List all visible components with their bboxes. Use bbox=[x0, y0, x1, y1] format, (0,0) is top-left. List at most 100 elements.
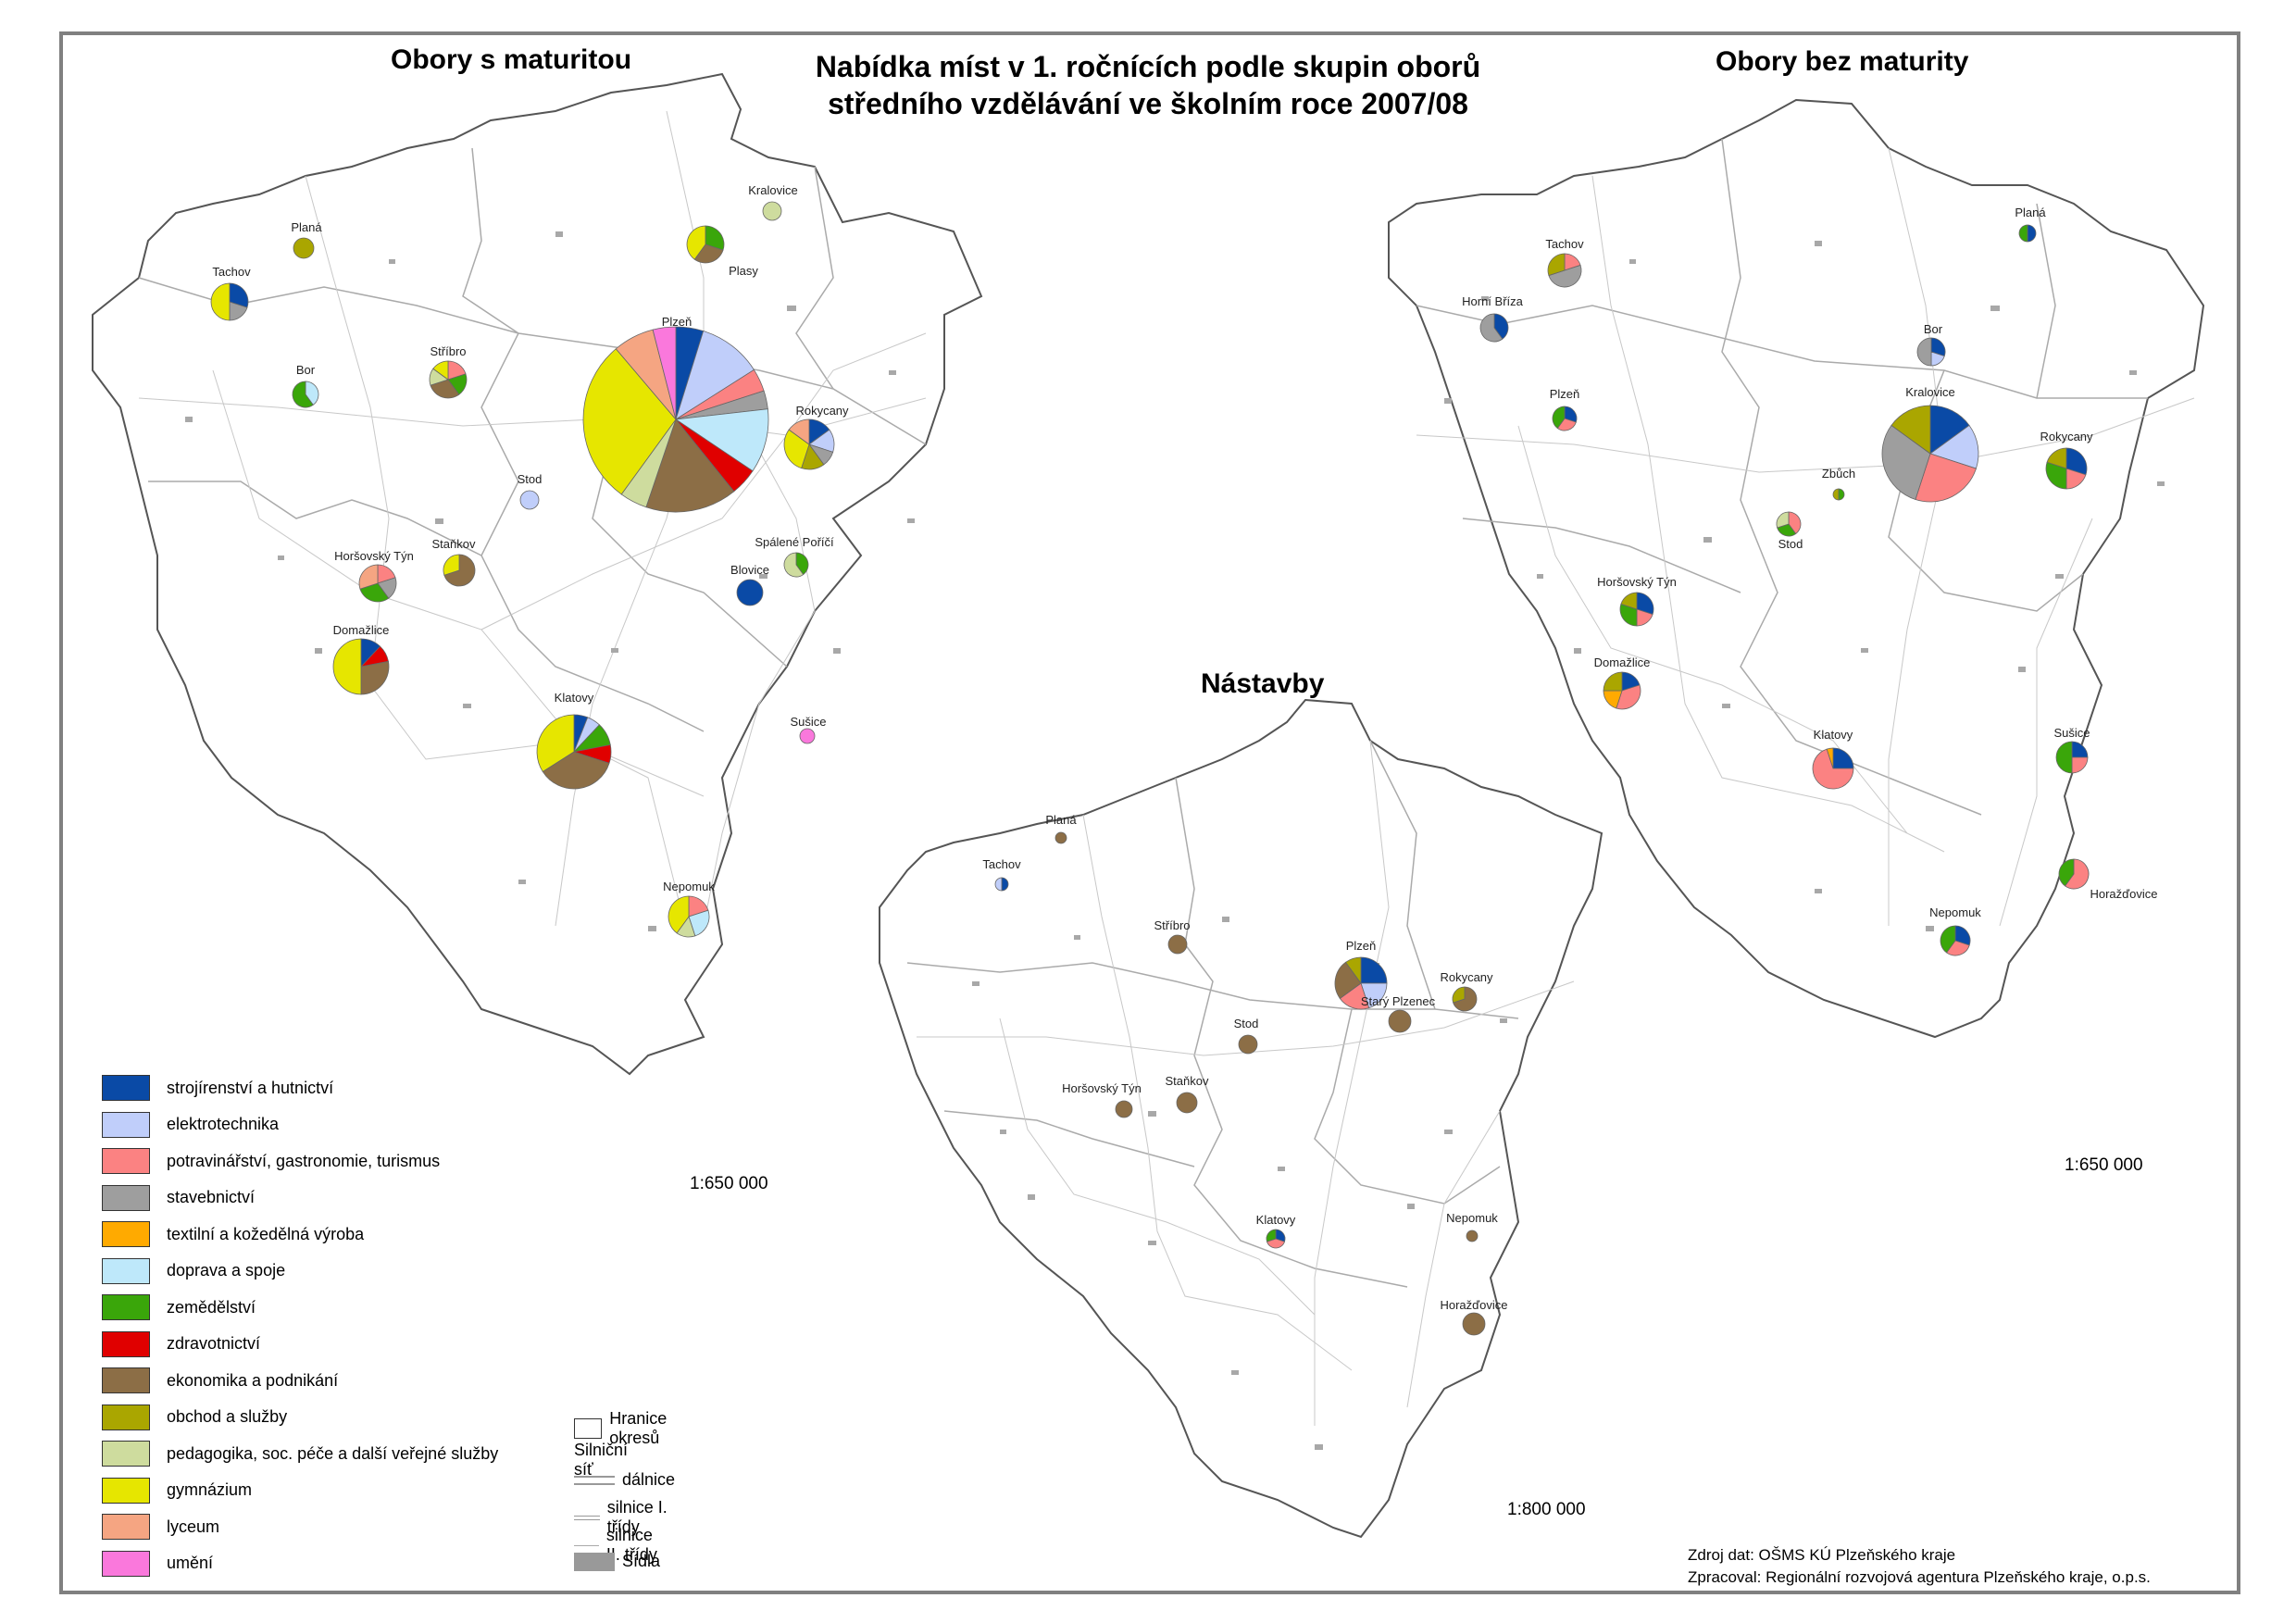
city-label: Tachov bbox=[982, 857, 1021, 871]
pie-slice bbox=[293, 237, 315, 259]
city-label: Tachov bbox=[1545, 237, 1584, 251]
city-label: Starý Plzenec bbox=[1361, 994, 1436, 1008]
pie-symbol bbox=[1238, 1034, 1258, 1055]
pie-slice bbox=[788, 418, 810, 445]
pie-slice bbox=[686, 225, 706, 260]
pie-symbol bbox=[1552, 406, 1578, 431]
pie-symbol bbox=[1462, 1312, 1486, 1336]
pie-symbol bbox=[536, 714, 612, 790]
pie-slice bbox=[332, 638, 362, 695]
city-label: Bor bbox=[296, 363, 316, 377]
pie-symbol bbox=[1466, 1230, 1479, 1242]
city-label: Tachov bbox=[212, 265, 251, 279]
pie-slice bbox=[2046, 447, 2067, 469]
legend-item: zdravotnictví bbox=[102, 1330, 260, 1358]
pie-slice bbox=[1466, 1230, 1479, 1242]
legend-swatch bbox=[102, 1148, 150, 1174]
pie-slice bbox=[783, 552, 805, 578]
legend-label: stavebnictví bbox=[167, 1188, 256, 1206]
legend-label: zemědělství bbox=[167, 1297, 256, 1317]
legend-swatch bbox=[102, 1075, 150, 1101]
pie-symbol bbox=[1603, 671, 1641, 710]
city-label: Plasy bbox=[729, 264, 758, 278]
legend-label: zdravotnictví bbox=[167, 1334, 261, 1353]
pie-symbol bbox=[762, 201, 782, 221]
panel-title-right: Obory bez maturity bbox=[1716, 46, 1969, 77]
pie-slice bbox=[443, 554, 476, 587]
city-label: Bor bbox=[1924, 322, 1943, 336]
pie-symbol bbox=[2055, 741, 2089, 774]
pie-symbol bbox=[1916, 337, 1946, 367]
pie-slice bbox=[1832, 747, 1854, 769]
scale-center: 1:800 000 bbox=[1507, 1500, 1586, 1519]
pie-slice bbox=[1548, 264, 1582, 288]
legend-item: gymnázium bbox=[102, 1477, 252, 1504]
pie-slice bbox=[2065, 447, 2088, 476]
pie-slice bbox=[762, 201, 782, 221]
map-frame bbox=[59, 31, 2240, 1594]
legend-swatch bbox=[102, 1184, 150, 1211]
pie-symbol bbox=[210, 282, 249, 321]
boundary-swatch bbox=[574, 1418, 603, 1439]
pie-symbol bbox=[1176, 1092, 1198, 1114]
pie-symbol bbox=[799, 728, 816, 744]
city-label: Horní Bříza bbox=[1462, 294, 1524, 308]
legend-label: doprava a spoje bbox=[167, 1261, 286, 1280]
scale-left: 1:650 000 bbox=[690, 1174, 768, 1193]
city-label: Klatovy bbox=[1814, 728, 1853, 742]
legend-label: potravinářství, gastronomie, turismus bbox=[167, 1151, 441, 1170]
legend-label: elektrotechnika bbox=[167, 1115, 280, 1133]
city-labels: Plzeň Tachov Planá Bor Stříbro Kralovice Plasy… bbox=[212, 183, 2157, 1312]
legend-label: lyceum bbox=[167, 1517, 220, 1536]
pie-slice bbox=[443, 554, 460, 576]
pie-symbol bbox=[1547, 253, 1582, 288]
pie-slice bbox=[668, 895, 690, 934]
pie-slice bbox=[1776, 511, 1790, 529]
pie-symbols-center bbox=[994, 831, 1486, 1336]
city-label: Nepomuk bbox=[1929, 905, 1981, 919]
legend-swatch bbox=[102, 1404, 150, 1430]
legend-item: doprava a spoje bbox=[102, 1257, 285, 1285]
pie-symbol bbox=[429, 360, 468, 399]
legend-label: obchod a služby bbox=[167, 1407, 288, 1426]
pie-symbol bbox=[1619, 592, 1654, 627]
region-boundary bbox=[92, 72, 983, 1076]
pie-slice bbox=[1929, 405, 1970, 455]
pie-slice bbox=[1620, 592, 1638, 610]
city-label: Horažďovice bbox=[1440, 1298, 1507, 1312]
legend-swatch bbox=[102, 1550, 150, 1577]
legend-label: pedagogika, soc. péče a další veřejné sl… bbox=[167, 1443, 499, 1463]
pie-slice bbox=[359, 582, 390, 603]
pie-slice bbox=[1266, 1229, 1277, 1242]
pie-slice bbox=[1619, 603, 1638, 627]
region-left bbox=[92, 72, 983, 1076]
pie-slice bbox=[1552, 406, 1566, 430]
map-title-line2: středního vzdělávání ve školním roce 200… bbox=[828, 87, 1468, 120]
pie-slice bbox=[2045, 461, 2067, 490]
pie-slice bbox=[1777, 523, 1797, 537]
pie-symbol bbox=[1776, 511, 1802, 537]
pie-slice bbox=[2055, 741, 2073, 774]
settlements bbox=[1444, 241, 2165, 931]
city-label: Nepomuk bbox=[1446, 1211, 1498, 1225]
pie-symbol bbox=[1115, 1100, 1133, 1118]
city-label: Domažlice bbox=[333, 623, 390, 637]
city-label: Stříbro bbox=[430, 344, 466, 358]
pie-slice bbox=[1388, 1009, 1412, 1033]
pie-symbol bbox=[293, 237, 315, 259]
pie-slice bbox=[1344, 956, 1362, 985]
city-label: Rokycany bbox=[2040, 430, 2093, 443]
pie-symbol bbox=[582, 326, 769, 513]
legend-swatch bbox=[102, 1257, 150, 1284]
pie-symbol bbox=[1452, 986, 1478, 1012]
pie-slice bbox=[1054, 831, 1067, 844]
pie-slice bbox=[1946, 940, 1970, 956]
pie-symbols-left bbox=[210, 201, 835, 938]
city-label: Zbůch bbox=[1822, 467, 1855, 481]
legend-swatch bbox=[102, 1294, 150, 1320]
road1-swatch bbox=[574, 1515, 600, 1520]
pie-symbol bbox=[994, 877, 1009, 892]
pie-slice bbox=[652, 326, 677, 420]
legend-label: umění bbox=[167, 1554, 214, 1572]
city-label: Horažďovice bbox=[2090, 887, 2157, 901]
